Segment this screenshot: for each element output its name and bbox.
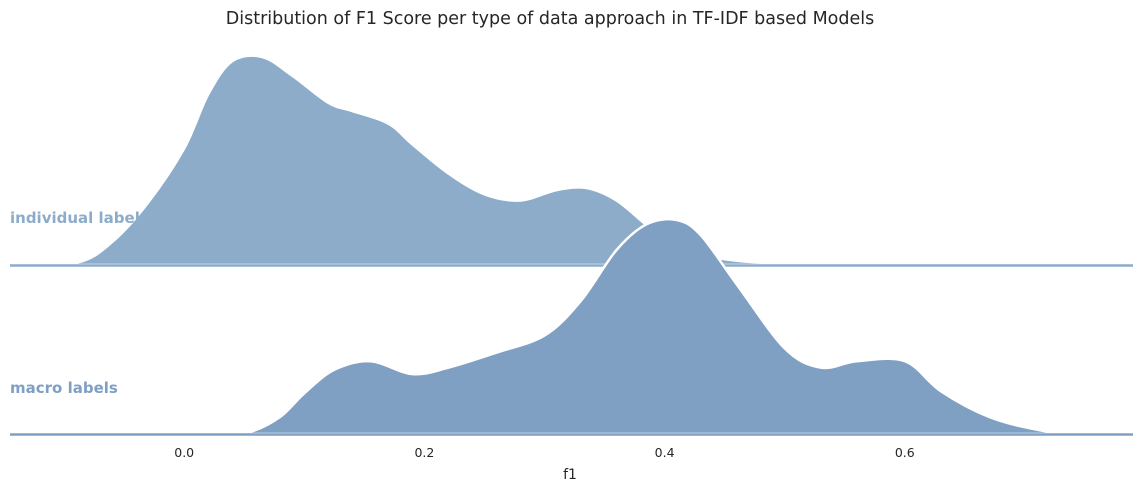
x-tick-label: 0.6 — [895, 445, 915, 460]
chart-title: Distribution of F1 Score per type of dat… — [226, 9, 874, 29]
ridge-individual: individual labels — [8, 54, 1135, 267]
density-area-macro-labels — [8, 217, 1135, 436]
x-axis-label: f1 — [563, 467, 577, 483]
density-area-individual-labels — [8, 54, 1135, 267]
ridge-macro: macro labels — [8, 217, 1135, 436]
x-axis: 0.0 0.2 0.4 0.6 f1 — [174, 445, 915, 483]
x-tick-label: 0.0 — [174, 445, 194, 460]
x-tick-label: 0.2 — [414, 445, 434, 460]
x-tick-label: 0.4 — [655, 445, 675, 460]
series-label-individual-labels: individual labels — [10, 209, 149, 227]
series-label-macro-labels: macro labels — [10, 379, 118, 397]
